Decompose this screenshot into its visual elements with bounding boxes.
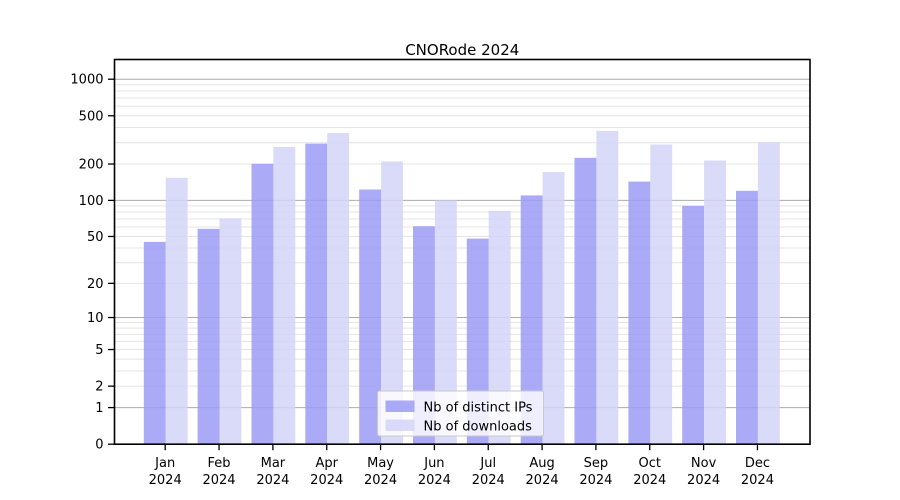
bar-distinct-ips-nov xyxy=(682,205,705,445)
bar-downloads-mar xyxy=(273,146,296,445)
y-tick-label: 1000 xyxy=(70,73,103,88)
x-tick-label-year: 2024 xyxy=(202,473,235,488)
x-tick-label-month: Sep xyxy=(584,456,609,471)
y-tick-label: 20 xyxy=(87,277,104,292)
x-tick-label-month: Jan xyxy=(154,456,175,471)
x-tick-label-month: Jun xyxy=(423,456,444,471)
plot-frame xyxy=(113,58,811,446)
y-axis: 0 1 2 5 10 20 50 100 200 500 1000 xyxy=(70,73,115,453)
legend-label-distinct-ips: Nb of distinct IPs xyxy=(424,401,533,416)
legend-swatch-distinct-ips xyxy=(385,400,415,412)
x-axis: Jan 2024 Feb 2024 Mar 2024 Apr 2024 May 2024 Jun 20… xyxy=(149,444,774,488)
y-tick-label: 500 xyxy=(79,109,104,124)
bar-downloads-feb xyxy=(219,218,242,445)
x-tick-label-year: 2024 xyxy=(526,473,559,488)
x-tick-label-month: Aug xyxy=(529,456,554,471)
bar-distinct-ips-oct xyxy=(628,181,651,445)
bar-downloads-apr xyxy=(327,133,350,445)
bar-distinct-ips-dec xyxy=(736,190,758,445)
chart-title: CNORode 2024 xyxy=(405,41,519,59)
x-tick-label-year: 2024 xyxy=(472,473,505,488)
bars xyxy=(143,130,780,445)
x-tick-label-year: 2024 xyxy=(741,473,774,488)
y-tick-label: 100 xyxy=(79,194,104,209)
bar-downloads-jun xyxy=(434,200,457,445)
legend: Nb of distinct IPs Nb of downloads xyxy=(377,390,544,437)
bar-downloads-sep xyxy=(596,130,619,445)
y-tick-label: 200 xyxy=(79,158,104,173)
bar-downloads-jan xyxy=(165,177,188,445)
x-tick-label-year: 2024 xyxy=(149,473,182,488)
x-tick-label-month: Apr xyxy=(315,456,338,471)
legend-label-downloads: Nb of downloads xyxy=(424,420,533,435)
legend-box xyxy=(377,390,544,437)
y-tick-label: 5 xyxy=(95,343,103,358)
x-tick-label-month: Nov xyxy=(691,456,717,471)
bar-downloads-aug xyxy=(542,172,565,445)
bar-distinct-ips-apr xyxy=(305,143,328,445)
bar-distinct-ips-sep xyxy=(574,157,597,445)
y-tick-label: 50 xyxy=(87,230,104,245)
x-tick-label-month: Feb xyxy=(208,456,231,471)
bar-downloads-may xyxy=(381,161,403,445)
bar-distinct-ips-feb xyxy=(197,228,220,445)
x-tick-label-year: 2024 xyxy=(633,473,666,488)
bar-distinct-ips-jun xyxy=(413,226,435,445)
x-tick-label-year: 2024 xyxy=(418,473,451,488)
bar-distinct-ips-may xyxy=(359,189,382,445)
y-tick-label: 2 xyxy=(95,380,103,395)
bar-distinct-ips-aug xyxy=(520,195,543,445)
bar-downloads-jul xyxy=(488,210,511,445)
x-tick-label-year: 2024 xyxy=(364,473,397,488)
bar-downloads-dec xyxy=(757,142,780,445)
y-tick-label: 1 xyxy=(95,401,103,416)
x-tick-label-month: Mar xyxy=(261,456,286,471)
x-tick-label-month: May xyxy=(367,456,394,471)
y-tick-label: 10 xyxy=(87,311,104,326)
x-tick-label-month: Jul xyxy=(479,456,496,471)
x-tick-label-month: Oct xyxy=(639,456,661,471)
x-tick-label-month: Dec xyxy=(745,456,770,471)
bar-distinct-ips-mar xyxy=(251,163,274,445)
x-tick-label-year: 2024 xyxy=(310,473,343,488)
legend-swatch-downloads xyxy=(385,419,415,431)
bar-distinct-ips-jan xyxy=(143,241,166,445)
x-tick-label-year: 2024 xyxy=(579,473,612,488)
y-tick-label: 0 xyxy=(95,438,103,453)
bar-downloads-nov xyxy=(704,160,726,445)
x-tick-label-year: 2024 xyxy=(256,473,289,488)
x-tick-label-year: 2024 xyxy=(687,473,720,488)
bar-downloads-oct xyxy=(650,144,673,445)
